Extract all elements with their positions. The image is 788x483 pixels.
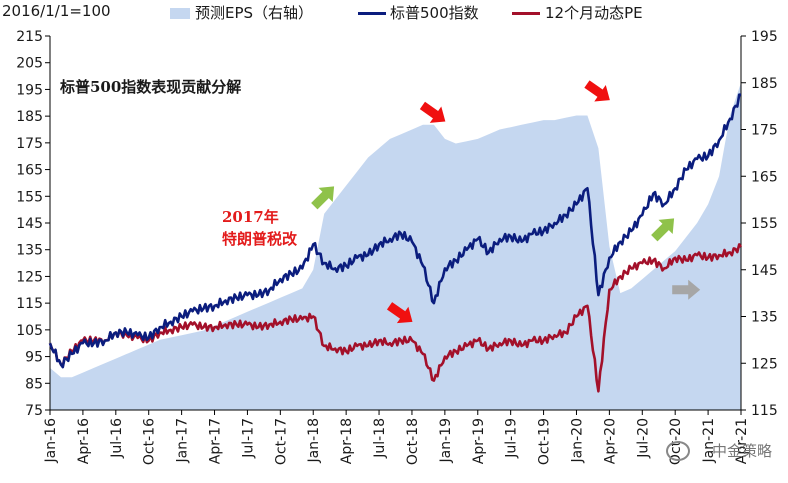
x-tick-label: Oct-19 <box>537 418 553 465</box>
x-tick-label: Jan-17 <box>175 418 191 463</box>
x-tick-label: Jan-19 <box>438 418 454 463</box>
x-tick-label: Oct-18 <box>405 418 421 465</box>
axes-layer: 75 85 95 105 115 125 135 145 155 165 175 185 195 205 2… <box>16 29 777 465</box>
red-arrow-2 <box>584 80 610 102</box>
x-tick-label: Jul-16 <box>109 418 125 459</box>
red-arrow-1 <box>419 101 446 123</box>
series-pe-line <box>48 243 743 393</box>
left-tick-label: 175 <box>16 136 43 152</box>
x-tick-label: Jan-18 <box>306 418 322 463</box>
watermark: 中金策略 <box>711 442 772 460</box>
legend-swatch-pe <box>512 12 540 15</box>
gray-arrow-5 <box>672 279 701 300</box>
wechat-icon <box>666 441 690 461</box>
right-tick-label: 185 <box>751 76 778 92</box>
left-tick-label: 145 <box>16 216 43 232</box>
x-tick-label: Apr-20 <box>602 418 618 464</box>
series-eps-area <box>50 82 741 411</box>
chart-annotation-title: 标普500指数表现贡献分解 <box>60 78 242 96</box>
left-axis-title: 2016/1/1=100 <box>2 2 111 20</box>
right-tick-label: 155 <box>751 216 778 232</box>
green-arrow-4 <box>651 218 675 242</box>
right-tick-label: 195 <box>751 29 778 45</box>
x-tick-label: Oct-17 <box>273 418 289 465</box>
legend: 2016/1/1=100 预测EPS（右轴） 标普500指数 12个月动态PE <box>0 2 788 24</box>
right-tick-label: 135 <box>751 310 778 326</box>
red-arrow-0 <box>386 302 413 324</box>
right-tick-label: 125 <box>751 356 778 372</box>
x-tick-label: Jul-20 <box>635 418 651 459</box>
arrows-layer <box>311 80 701 324</box>
left-tick-label: 195 <box>16 82 43 98</box>
legend-swatch-spx <box>358 12 386 15</box>
left-tick-label: 155 <box>16 189 43 205</box>
series-spx-line <box>48 93 742 369</box>
x-tick-label: Jul-18 <box>372 418 388 459</box>
x-tick-label: Apr-17 <box>208 418 224 464</box>
left-tick-label: 115 <box>16 296 43 312</box>
left-tick-label: 165 <box>16 163 43 179</box>
x-tick-label: Jul-17 <box>240 418 256 459</box>
green-arrow-3 <box>311 186 335 210</box>
tax-reform-annotation: 2017年 特朗普税改 <box>222 208 298 248</box>
x-tick-label: Jan-16 <box>43 418 59 464</box>
left-tick-label: 185 <box>16 109 43 125</box>
legend-label-spx: 标普500指数 <box>390 4 479 22</box>
x-tick-label: Apr-16 <box>76 418 92 464</box>
right-tick-label: 165 <box>751 169 778 185</box>
x-tick-label: Apr-18 <box>339 418 355 464</box>
right-tick-label: 115 <box>751 403 778 419</box>
left-tick-label: 125 <box>16 269 43 285</box>
left-tick-label: 205 <box>16 56 43 72</box>
eps-area-layer <box>50 82 741 411</box>
right-tick-label: 175 <box>751 123 778 139</box>
x-tick-label: Jul-19 <box>504 418 520 459</box>
left-tick-label: 85 <box>25 376 43 392</box>
right-tick-label: 145 <box>751 263 778 279</box>
lines-layer <box>48 93 743 393</box>
x-tick-label: Oct-16 <box>142 418 158 465</box>
left-tick-label: 215 <box>16 29 43 45</box>
legend-label-eps: 预测EPS（右轴） <box>195 4 314 22</box>
x-tick-label: Jan-20 <box>569 418 585 463</box>
x-tick-label: Jan-21 <box>701 418 717 463</box>
x-tick-label: Apr-21 <box>734 418 750 464</box>
left-tick-label: 105 <box>16 323 43 339</box>
legend-label-pe: 12个月动态PE <box>545 4 643 22</box>
left-tick-label: 95 <box>25 350 43 366</box>
x-tick-label: Apr-19 <box>471 418 487 464</box>
legend-swatch-eps <box>170 8 190 19</box>
left-tick-label: 135 <box>16 243 43 259</box>
left-tick-label: 75 <box>25 403 43 419</box>
